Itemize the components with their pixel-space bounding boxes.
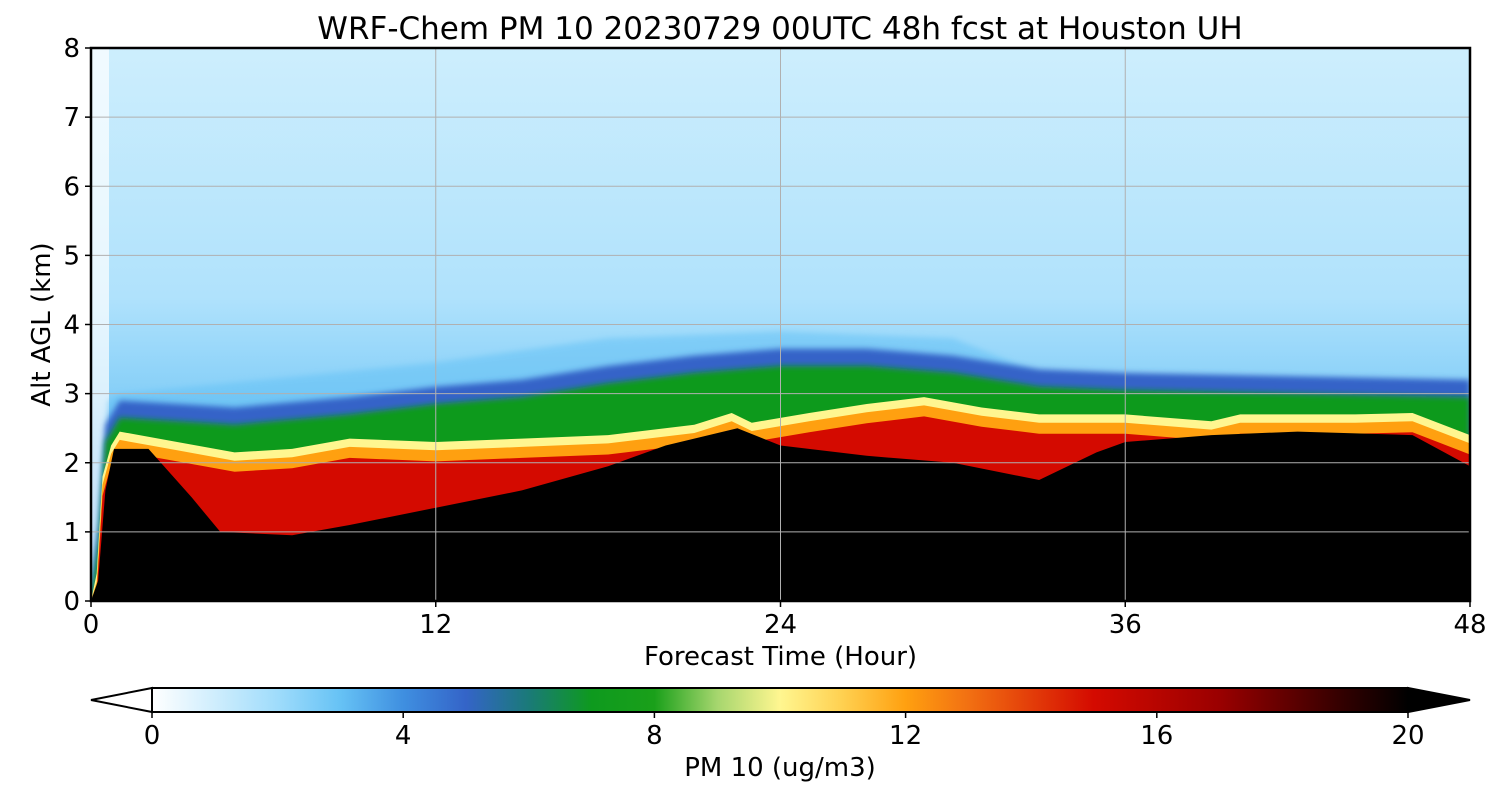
y-tick-label: 5 <box>63 241 80 271</box>
colorbar-tick-label: 4 <box>395 721 412 751</box>
colorbar: 0 4 8 12 16 20 PM 10 (ug/m3) <box>90 686 1471 783</box>
colorbar-extend-min <box>90 686 153 714</box>
colorbar-body <box>151 687 1409 713</box>
y-tick-label: 1 <box>63 518 80 548</box>
colorbar-tick-label: 0 <box>144 721 161 751</box>
y-tick-label: 6 <box>63 172 80 202</box>
y-tick-label: 8 <box>63 34 80 64</box>
grid-lines <box>91 48 1470 601</box>
x-tick-label: 36 <box>1109 610 1142 640</box>
y-axis-ticks: 0 1 2 3 4 5 6 7 8 <box>63 34 91 617</box>
plot-area <box>91 48 1470 601</box>
x-axis-ticks: 0 12 24 36 48 <box>83 601 1487 640</box>
y-tick-label: 3 <box>63 380 80 410</box>
colorbar-tick-label: 12 <box>889 721 922 751</box>
y-tick-label: 2 <box>63 449 80 479</box>
y-axis-label: Alt AGL (km) <box>27 242 57 406</box>
x-tick-label: 48 <box>1453 610 1486 640</box>
colorbar-ticks: 0 4 8 12 16 20 <box>144 712 1425 751</box>
colorbar-tick-label: 20 <box>1391 721 1424 751</box>
x-tick-label: 12 <box>419 610 452 640</box>
x-axis-label: Forecast Time (Hour) <box>644 642 917 672</box>
y-tick-label: 0 <box>63 587 80 617</box>
chart-title: WRF-Chem PM 10 20230729 00UTC 48h fcst a… <box>317 11 1242 47</box>
colorbar-tick-label: 16 <box>1140 721 1173 751</box>
x-tick-label: 0 <box>83 610 100 640</box>
colorbar-tick-label: 8 <box>646 721 663 751</box>
colorbar-extend-max <box>1407 686 1471 714</box>
y-tick-label: 4 <box>63 311 80 341</box>
y-tick-label: 7 <box>63 103 80 133</box>
colorbar-label: PM 10 (ug/m3) <box>684 753 876 783</box>
x-tick-label: 24 <box>764 610 797 640</box>
